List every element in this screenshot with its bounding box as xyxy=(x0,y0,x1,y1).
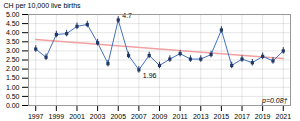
svg-text:1.00: 1.00 xyxy=(6,84,20,91)
svg-text:0.00: 0.00 xyxy=(6,102,20,109)
svg-text:4.00: 4.00 xyxy=(6,29,20,36)
svg-text:2.00: 2.00 xyxy=(6,65,20,72)
svg-text:1997: 1997 xyxy=(28,113,44,120)
svg-text:2009: 2009 xyxy=(152,113,168,120)
svg-text:2013: 2013 xyxy=(193,113,209,120)
svg-text:2003: 2003 xyxy=(90,113,106,120)
svg-text:CH per 10,000 live births: CH per 10,000 live births xyxy=(4,2,82,10)
svg-text:2011: 2011 xyxy=(173,113,188,120)
svg-text:5.00: 5.00 xyxy=(6,11,20,18)
svg-text:2021: 2021 xyxy=(275,113,291,120)
svg-text:2015: 2015 xyxy=(214,113,230,120)
svg-text:p=0.08†: p=0.08† xyxy=(261,97,288,105)
svg-text:2001: 2001 xyxy=(69,113,85,120)
svg-text:2017: 2017 xyxy=(234,113,250,120)
svg-text:2019: 2019 xyxy=(255,113,271,120)
svg-text:1.96: 1.96 xyxy=(143,72,157,79)
svg-text:2005: 2005 xyxy=(110,113,126,120)
svg-text:1999: 1999 xyxy=(49,113,65,120)
svg-text:4.50: 4.50 xyxy=(6,20,20,27)
svg-text:2.50: 2.50 xyxy=(6,56,20,63)
svg-text:2007: 2007 xyxy=(131,113,147,120)
svg-text:3.50: 3.50 xyxy=(6,38,20,45)
svg-text:3.00: 3.00 xyxy=(6,47,20,54)
svg-text:4.7: 4.7 xyxy=(122,12,132,19)
svg-text:0.50: 0.50 xyxy=(6,93,20,100)
svg-text:1.50: 1.50 xyxy=(6,74,20,81)
